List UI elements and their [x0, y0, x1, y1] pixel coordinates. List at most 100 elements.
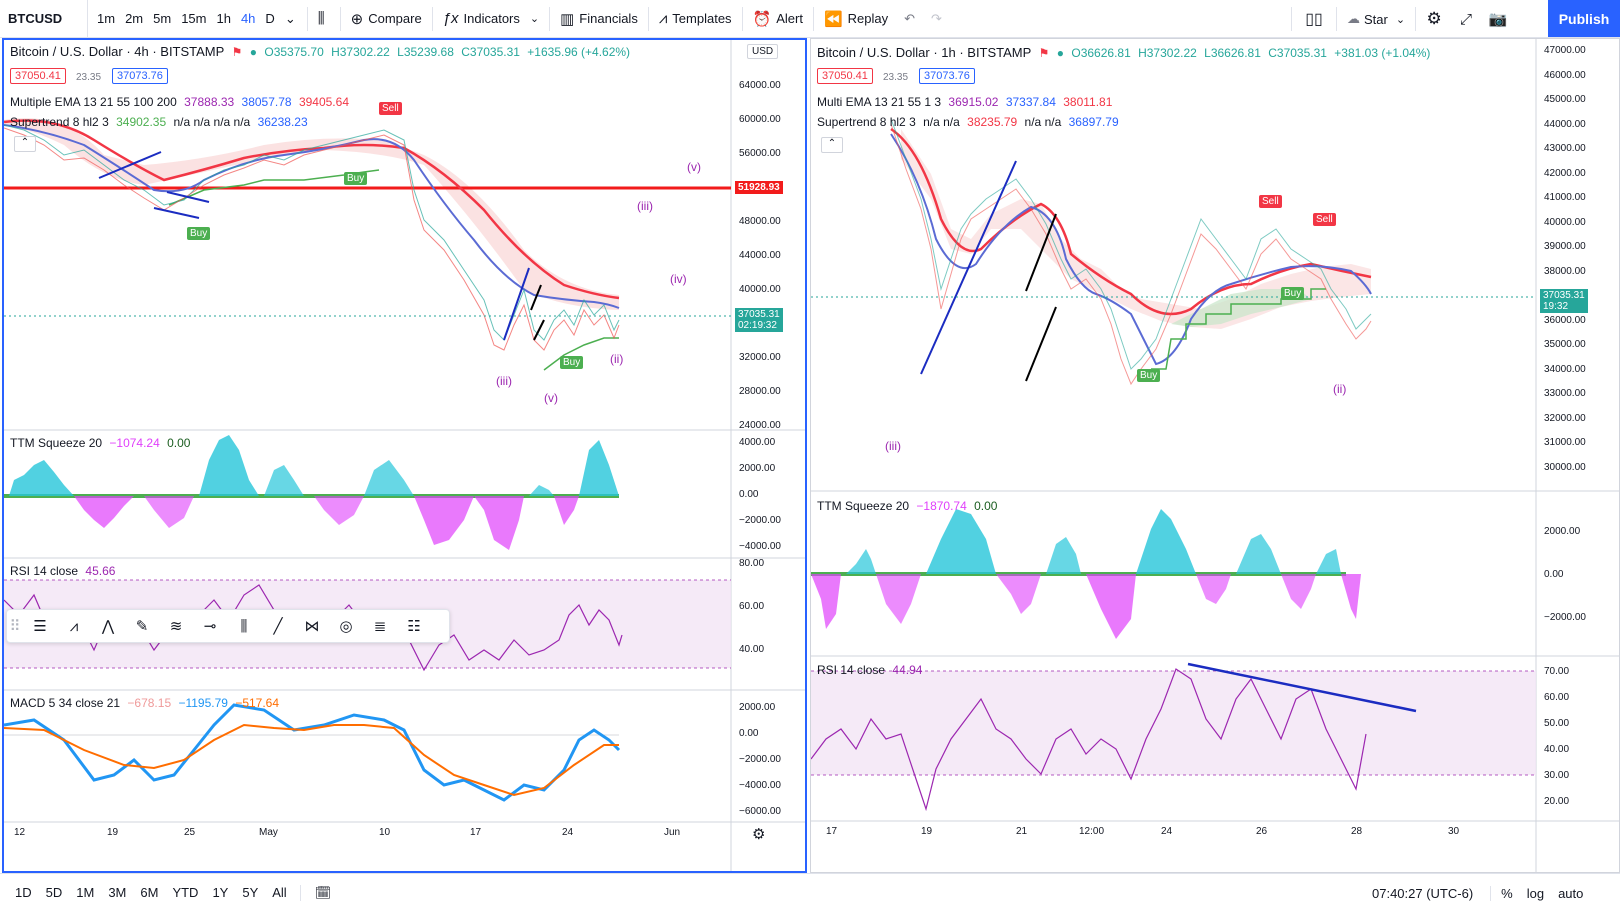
left-ttm-axis[interactable]: 4000.00 2000.00 0.00 −2000.00 −4000.00 [739, 437, 781, 552]
right-price-axis[interactable]: 47000.00 46000.00 45000.00 44000.00 4300… [1536, 39, 1619, 491]
compare-button[interactable]: ⊕ Compare [350, 10, 422, 28]
undo-icon: ↶ [904, 10, 916, 26]
ema-legend: Multiple EMA 13 21 55 100 200 37888.33 3… [10, 95, 349, 109]
wave-label: (v) [544, 391, 558, 405]
indicators-button[interactable]: ƒx Indicators ⌄ [442, 10, 540, 27]
range-1d[interactable]: 1D [15, 884, 32, 900]
right-chart[interactable]: Bitcoin / U.S. Dollar · 1h · BITSTAMP ⚑ … [810, 38, 1620, 873]
layout-button[interactable]: ▯▯ [1294, 0, 1334, 38]
percent-toggle[interactable]: % [1490, 885, 1520, 901]
chart-type-button[interactable]: ⫼ [310, 0, 338, 38]
range-6m[interactable]: 6M [140, 884, 159, 900]
wave-label: (iii) [637, 199, 653, 213]
right-symbol-title: Bitcoin / U.S. Dollar · 1h · BITSTAMP [817, 45, 1032, 60]
redo-button[interactable]: ↷ [923, 0, 950, 38]
right-ttm-axis[interactable]: 2000.00 0.00 −2000.00 [1544, 526, 1586, 623]
redo-icon: ↷ [931, 10, 942, 26]
interval-1m[interactable]: 1m [97, 11, 116, 26]
brush-icon[interactable]: ✎ [135, 618, 149, 635]
fib-time-icon[interactable]: ⫼ [240, 617, 248, 635]
right-chart-canvas[interactable] [811, 39, 1620, 873]
interval-1h[interactable]: 1h [216, 11, 231, 26]
ask-price-tag[interactable]: 37073.76 [919, 68, 975, 84]
financials-button[interactable]: ▥ Financials [560, 10, 638, 28]
right-ttm-pane [811, 509, 1361, 639]
left-price-axis[interactable]: USD 64000.00 60000.00 56000.00 48000.00 … [731, 40, 805, 431]
snapshot-button[interactable]: 📷 [1482, 0, 1514, 38]
floating-drawing-toolbar[interactable]: ⠿ ☰ ⩘ ⋀ ✎ ≋ ⊸ ⫼ ╱ ⋈ ◎ ≣ ☷ [6, 609, 450, 643]
interval-d[interactable]: D [265, 11, 275, 26]
channel-icon[interactable]: ≋ [169, 618, 183, 635]
collapse-legend-button[interactable]: ⌃ [821, 137, 843, 153]
collapse-legend-button[interactable]: ⌃ [14, 136, 36, 152]
ttm-legend: TTM Squeeze 20 −1870.74 0.00 [817, 499, 998, 513]
buy-signal: Buy [187, 227, 211, 240]
log-toggle[interactable]: log [1526, 885, 1545, 901]
bottom-right-group: 07:40:27 (UTC-6) % log auto [1365, 874, 1590, 912]
wave-label: (iv) [670, 272, 687, 286]
status-dot-icon: ● [249, 45, 258, 59]
range-5d[interactable]: 5D [45, 884, 63, 900]
templates-icon: ⩘ [658, 10, 668, 27]
undo-button[interactable]: ↶ [896, 0, 923, 38]
clock-label[interactable]: 07:40:27 (UTC-6) [1372, 885, 1474, 901]
range-5y[interactable]: 5Y [242, 884, 259, 900]
range-all[interactable]: All [272, 884, 287, 900]
bid-price-tag[interactable]: 37050.41 [10, 68, 66, 84]
left-rsi-axis[interactable]: 80.00 60.00 40.00 [739, 558, 765, 655]
interval-5m[interactable]: 5m [153, 11, 172, 26]
gear-icon: ⚙ [752, 826, 766, 843]
fib-spiral-icon[interactable]: ◎ [339, 618, 353, 635]
interval-2m[interactable]: 2m [125, 11, 144, 26]
elliott-wave-icon[interactable]: ⩘ [69, 617, 79, 635]
horizontal-lines-icon[interactable]: ☰ [33, 618, 47, 635]
interval-15m[interactable]: 15m [181, 11, 207, 26]
settings-button[interactable]: ⚙ [1418, 0, 1450, 38]
replay-button[interactable]: ⏪ Replay [823, 10, 889, 28]
goto-date-button[interactable]: 🗓 [299, 884, 339, 901]
camera-icon: 📷 [1488, 11, 1508, 28]
fib-retracement-icon[interactable]: ≣ [373, 618, 387, 635]
alert-button[interactable]: ⏰ Alert [752, 10, 803, 28]
templates-button[interactable]: ⩘ Templates [658, 10, 732, 27]
publish-button[interactable]: Publish [1548, 0, 1620, 37]
range-ytd[interactable]: YTD [172, 884, 199, 900]
flag-icon: ⚑ [1038, 46, 1050, 60]
spread-label: 23.35 [76, 72, 102, 83]
symbol-search[interactable]: BTCUSD [0, 0, 88, 38]
pattern-icon[interactable]: ⋈ [304, 618, 320, 635]
interval-4h[interactable]: 4h [240, 11, 256, 26]
range-1y[interactable]: 1Y [212, 884, 229, 900]
sell-signal: Sell [1313, 213, 1336, 226]
left-symbol-title: Bitcoin / U.S. Dollar · 4h · BITSTAMP [10, 44, 225, 59]
supertrend-legend: Supertrend 8 hl2 3 34902.35 n/a n/a n/a … [10, 115, 308, 129]
abc-pattern-icon[interactable]: ⋀ [101, 618, 115, 635]
right-time-axis[interactable]: 17 19 21 12:00 24 26 28 30 [826, 826, 1460, 837]
bar-chart-icon: ▥ [560, 10, 575, 28]
fullscreen-button[interactable]: ⤢ [1450, 0, 1482, 38]
left-macd-axis[interactable]: 2000.00 0.00 −2000.00 −4000.00 −6000.00 [739, 702, 781, 817]
trend-line-icon[interactable]: ╱ [273, 618, 283, 635]
horizontal-ray-icon[interactable]: ⊸ [203, 618, 217, 635]
cloud-icon: ☁ [1347, 11, 1360, 26]
auto-toggle[interactable]: auto [1558, 885, 1584, 901]
fib-extension-icon[interactable]: ☷ [407, 618, 421, 635]
bid-price-tag[interactable]: 37050.41 [817, 68, 873, 84]
range-3m[interactable]: 3M [108, 884, 127, 900]
left-chart[interactable]: Bitcoin / U.S. Dollar · 4h · BITSTAMP ⚑ … [2, 38, 807, 873]
fullscreen-icon: ⤢ [1460, 10, 1473, 28]
range-1m[interactable]: 1M [76, 884, 95, 900]
drag-handle-icon[interactable]: ⠿ [9, 618, 21, 635]
right-rsi-axis[interactable]: 70.00 60.00 50.00 40.00 30.00 20.00 [1544, 666, 1570, 807]
ask-price-tag[interactable]: 37073.76 [112, 68, 168, 84]
wave-label: (ii) [1333, 382, 1347, 396]
left-time-axis[interactable]: 12 19 25 May 10 17 24 Jun [14, 827, 681, 838]
split-layout-icon: ▯▯ [1305, 11, 1323, 28]
sell-signal: Sell [1259, 195, 1282, 208]
last-price-tag: 37035.31 02:19:32 [735, 308, 783, 332]
left-main-pane [4, 118, 731, 371]
chart-settings-button[interactable]: ⚙ [752, 825, 765, 843]
ttm-legend: TTM Squeeze 20 −1074.24 0.00 [10, 436, 191, 450]
layout-name-button[interactable]: ☁ Star ⌄ [1347, 11, 1406, 27]
interval-dropdown-chevron-icon[interactable]: ⌄ [284, 10, 296, 26]
